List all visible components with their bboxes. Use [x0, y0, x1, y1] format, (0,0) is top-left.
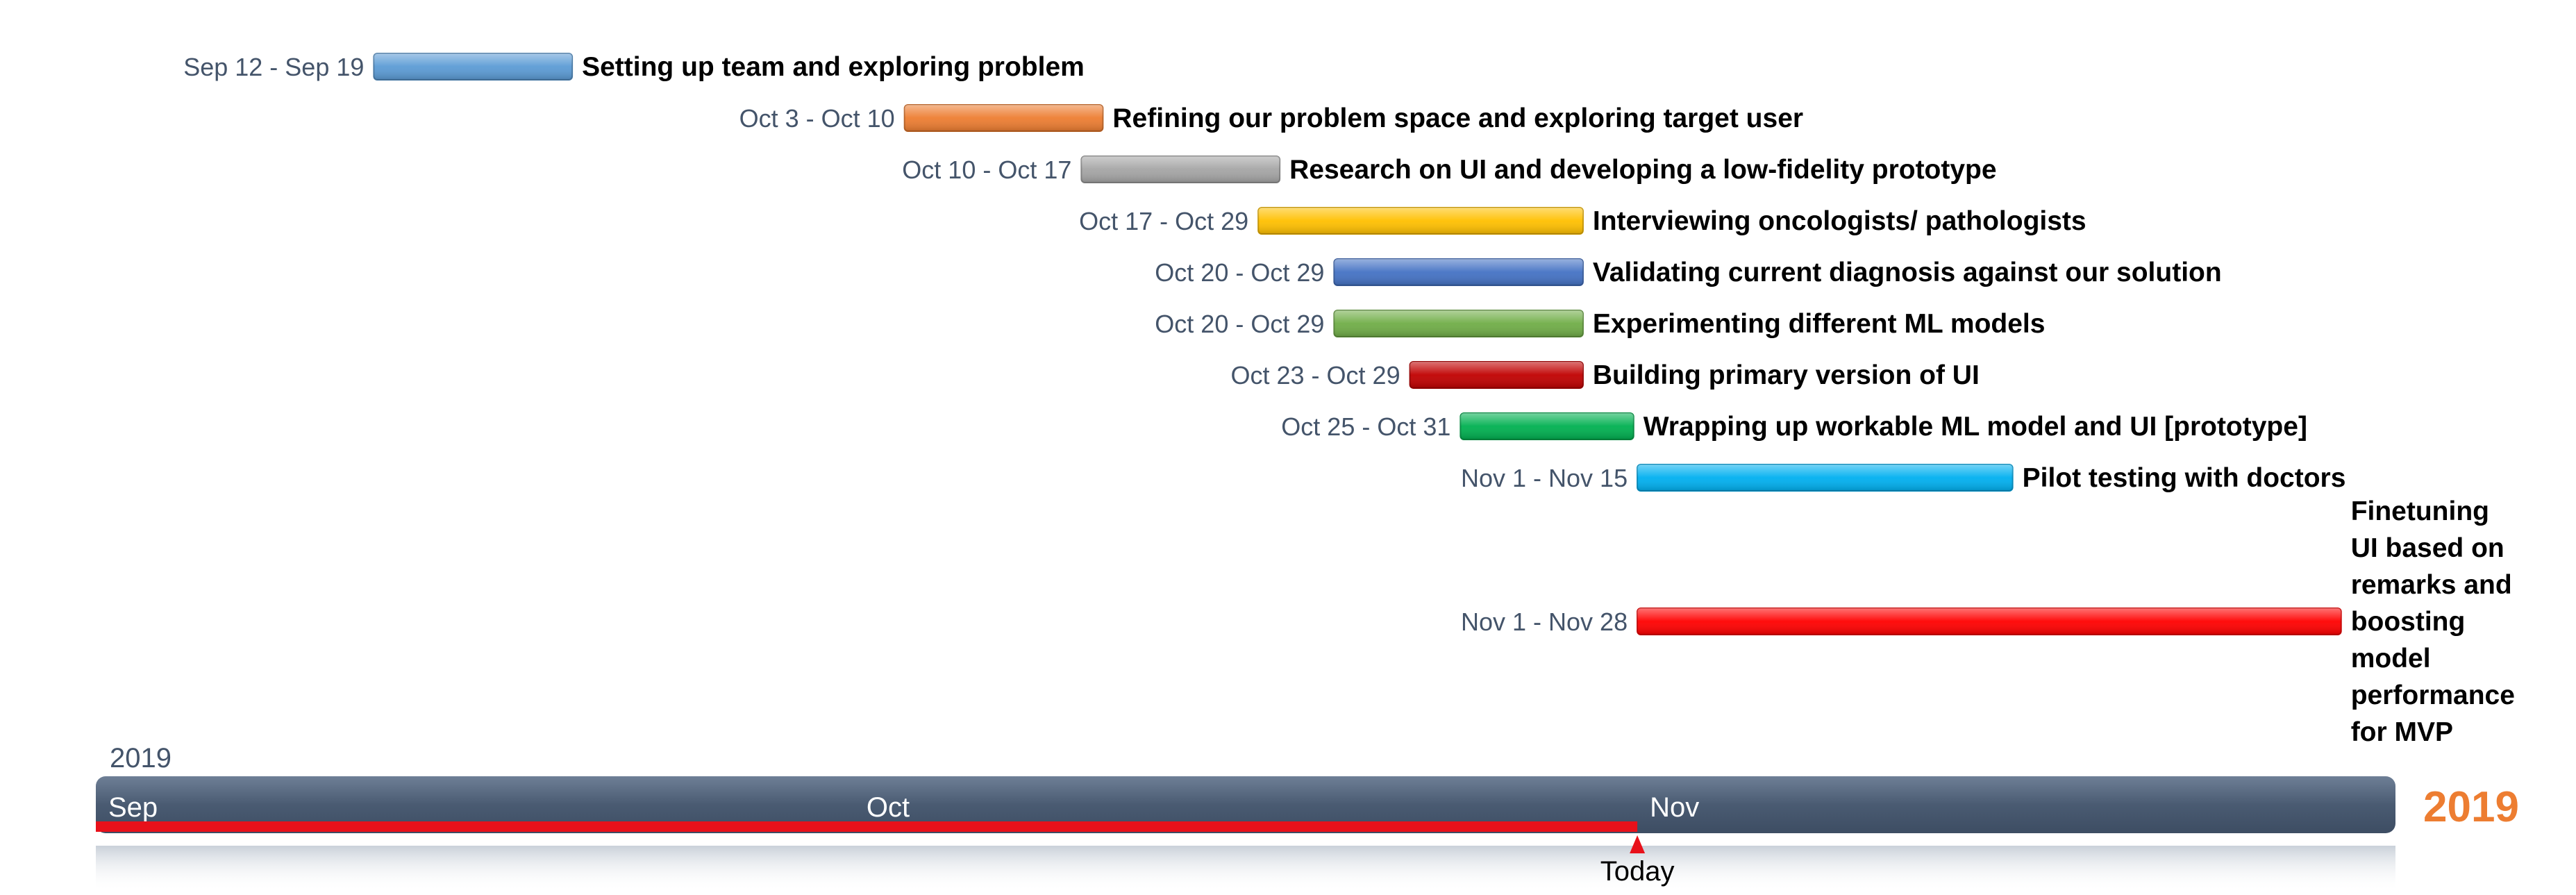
task-name: Setting up team and exploring problem: [582, 52, 1085, 82]
timeline-year-label: 2019: [110, 743, 172, 773]
task-row: Oct 20 - Oct 29 Experimenting different M…: [1155, 309, 2045, 339]
task-name: Pilot testing with doctors: [2023, 463, 2346, 493]
task-name: Experimenting different ML models: [1593, 309, 2046, 339]
task-bar-gloss: [1081, 156, 1280, 183]
task-row: Oct 23 - Oct 29 Building primary version …: [1231, 360, 1980, 390]
task-name: Finetuning UI based on remarks and boosting…: [2351, 496, 2515, 747]
task-date-range: Oct 23 - Oct 29: [1231, 361, 1400, 390]
task-date-range: Oct 3 - Oct 10: [739, 104, 895, 133]
task-name: Refining our problem space and exploring…: [1112, 103, 1803, 133]
month-label: Sep: [108, 792, 158, 823]
task-date-range: Oct 10 - Oct 17: [902, 156, 1071, 184]
task-rows: Sep 12 - Sep 19 Setting up team and explo…: [183, 52, 2515, 747]
task-row: Nov 1 - Nov 15 Pilot testing with doctors: [1461, 463, 2345, 493]
task-bar-gloss: [1334, 259, 1583, 285]
task-name: Building primary version of UI: [1593, 360, 1980, 390]
task-bar-gloss: [1460, 413, 1634, 440]
task-date-range: Oct 20 - Oct 29: [1155, 258, 1324, 287]
task-row: Oct 25 - Oct 31 Wrapping up workable ML m…: [1281, 412, 2307, 442]
task-name: Interviewing oncologists/ pathologists: [1593, 206, 2086, 236]
progress-bar: [96, 821, 1638, 832]
task-date-range: Sep 12 - Sep 19: [183, 53, 364, 81]
task-name: Research on UI and developing a low-fide…: [1289, 155, 1996, 185]
task-row: Nov 1 - Nov 28 Finetuning UI based on remar…: [1461, 496, 2515, 747]
task-date-range: Oct 25 - Oct 31: [1281, 412, 1450, 441]
task-row: Sep 12 - Sep 19 Setting up team and explo…: [183, 52, 1085, 82]
task-row: Oct 20 - Oct 29 Validating current diagno…: [1155, 258, 2221, 287]
task-row: Oct 10 - Oct 17 Research on UI and develo…: [902, 155, 1996, 185]
task-bar-gloss: [374, 53, 573, 80]
task-name: Wrapping up workable ML model and UI [pr…: [1644, 412, 2307, 442]
task-date-range: Oct 17 - Oct 29: [1079, 207, 1248, 235]
year-badge: 2019: [2423, 783, 2519, 831]
month-labels: Sep Oct Nov: [108, 792, 1699, 823]
task-bar-gloss: [1334, 310, 1583, 337]
task-row: Oct 17 - Oct 29 Interviewing oncologists/…: [1079, 206, 2086, 236]
task-bar-gloss: [1637, 608, 2341, 635]
month-label: Oct: [867, 792, 910, 823]
task-bar-gloss: [1637, 465, 2013, 491]
timeline-shadow: [96, 846, 2395, 892]
task-date-range: Nov 1 - Nov 28: [1461, 608, 1628, 636]
today-marker: [1630, 835, 1646, 853]
task-bar-gloss: [904, 105, 1103, 131]
task-bar-gloss: [1410, 362, 1583, 388]
timeline-band: [96, 776, 2395, 833]
today-label: Today: [1600, 856, 1675, 887]
month-label: Nov: [1650, 792, 1699, 823]
task-name: Validating current diagnosis against our…: [1593, 258, 2222, 287]
task-date-range: Nov 1 - Nov 15: [1461, 464, 1628, 492]
task-bar-gloss: [1258, 208, 1583, 234]
task-date-range: Oct 20 - Oct 29: [1155, 310, 1324, 338]
timeline: 2019 Sep Oct Nov Today 2019: [96, 743, 2519, 892]
task-row: Oct 3 - Oct 10 Refining our problem space…: [739, 103, 1803, 133]
